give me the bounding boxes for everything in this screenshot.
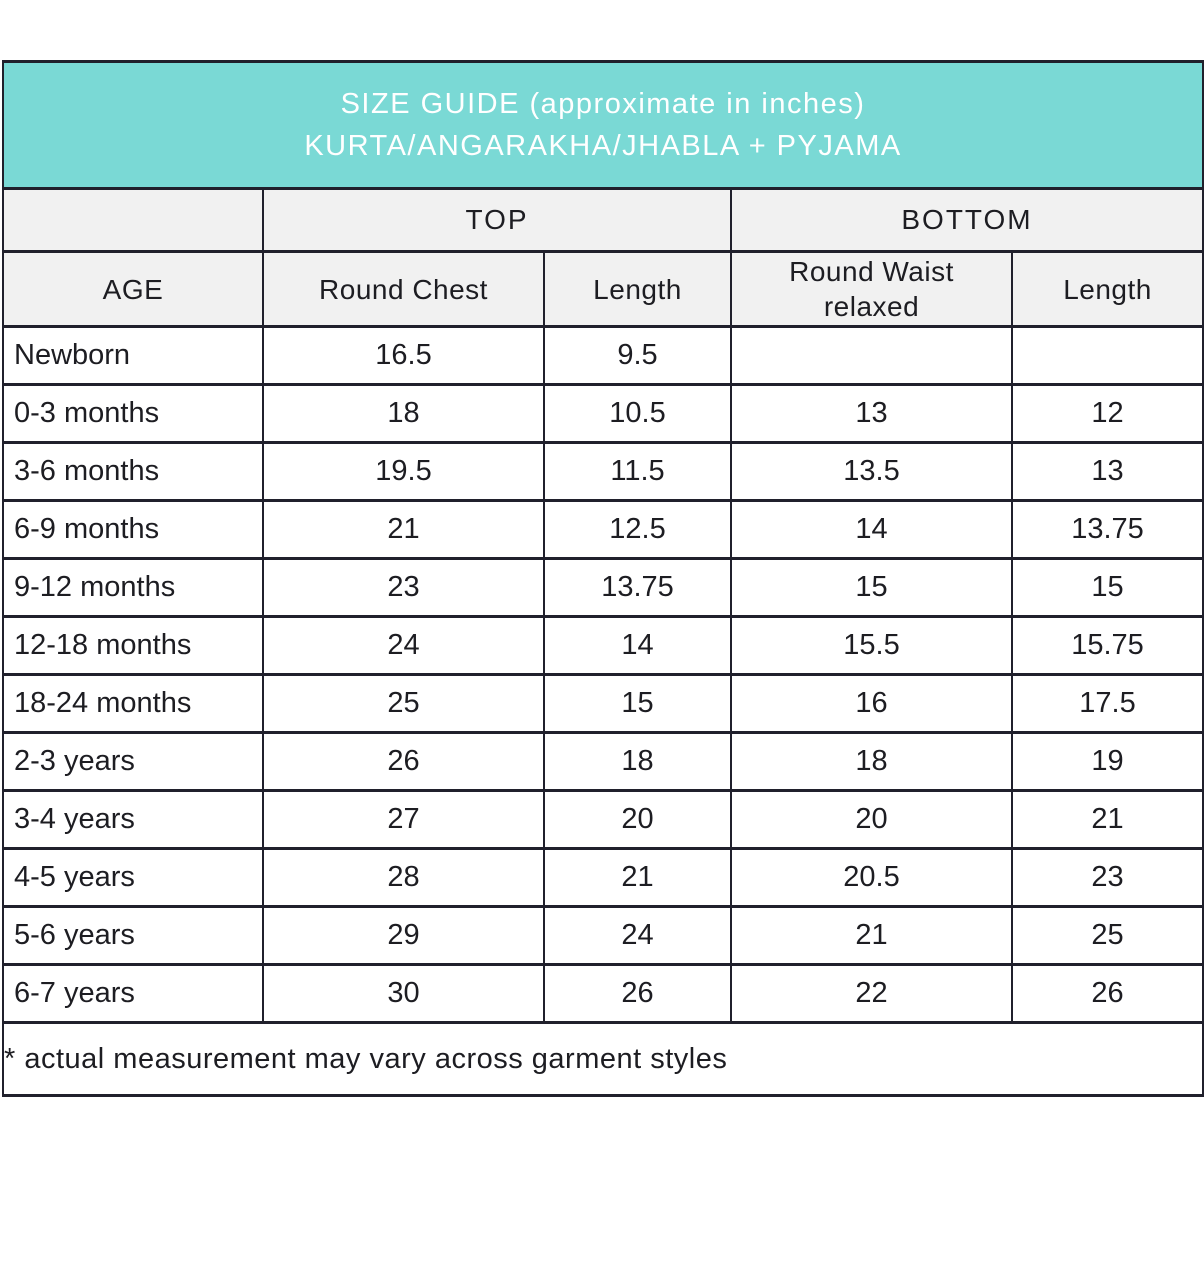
- top-length-cell: 18: [543, 731, 732, 792]
- bottom-length-cell: 23: [1010, 847, 1204, 908]
- bottom-length-cell: 15.75: [1010, 615, 1204, 676]
- table-row: Newborn 16.5 9.5: [2, 325, 1204, 386]
- top-length-cell: 20: [543, 789, 732, 850]
- bottom-length-cell: 26: [1010, 963, 1204, 1024]
- round-chest-cell: 28: [262, 847, 545, 908]
- column-group-row: TOP BOTTOM: [2, 187, 1204, 253]
- col-header-round-chest: Round Chest: [262, 250, 545, 328]
- top-length-cell: 12.5: [543, 499, 732, 560]
- round-chest-cell: 29: [262, 905, 545, 966]
- round-waist-cell: 21: [730, 905, 1013, 966]
- round-chest-cell: 30: [262, 963, 545, 1024]
- round-chest-cell: 24: [262, 615, 545, 676]
- footnote-row: * actual measurement may vary across gar…: [1, 1021, 1204, 1097]
- age-cell: 5-6 years: [2, 905, 264, 966]
- top-length-cell: 26: [543, 963, 732, 1024]
- age-cell: 12-18 months: [2, 615, 264, 676]
- top-length-cell: 11.5: [543, 441, 732, 502]
- bottom-length-cell: 13: [1010, 441, 1204, 502]
- table-title-line1: SIZE GUIDE (approximate in inches): [340, 87, 866, 120]
- table-row: 2-3 years 26 18 18 19: [2, 731, 1204, 792]
- table-row: 6-7 years 30 26 22 26: [2, 963, 1204, 1024]
- table-row: 3-6 months 19.5 11.5 13.5 13: [2, 441, 1204, 502]
- top-length-cell: 13.75: [543, 557, 732, 618]
- round-waist-cell: 20: [730, 789, 1013, 850]
- size-guide-table: SIZE GUIDE (approximate in inches) KURTA…: [1, 60, 1204, 1097]
- col-header-bottom-length: Length: [1010, 250, 1204, 328]
- age-cell: 18-24 months: [2, 673, 264, 734]
- round-chest-cell: 26: [262, 731, 545, 792]
- bottom-length-cell: 13.75: [1010, 499, 1204, 560]
- age-cell: 6-9 months: [2, 499, 264, 560]
- col-header-round-waist: Round Waist relaxed: [730, 250, 1013, 328]
- top-length-cell: 15: [543, 673, 732, 734]
- bottom-length-cell: 25: [1010, 905, 1204, 966]
- round-chest-cell: 23: [262, 557, 545, 618]
- bottom-length-cell: 17.5: [1010, 673, 1204, 734]
- table-row: 12-18 months 24 14 15.5 15.75: [2, 615, 1204, 676]
- round-chest-cell: 25: [262, 673, 545, 734]
- round-chest-cell: 27: [262, 789, 545, 850]
- top-length-cell: 10.5: [543, 383, 732, 444]
- table-row: 3-4 years 27 20 20 21: [2, 789, 1204, 850]
- top-length-cell: 9.5: [543, 325, 732, 386]
- round-waist-cell: 15: [730, 557, 1013, 618]
- title-row: SIZE GUIDE (approximate in inches) KURTA…: [1, 60, 1204, 190]
- table-row: 4-5 years 28 21 20.5 23: [2, 847, 1204, 908]
- round-chest-cell: 18: [262, 383, 545, 444]
- table-row: 6-9 months 21 12.5 14 13.75: [2, 499, 1204, 560]
- table-title-line2: KURTA/ANGARAKHA/JHABLA + PYJAMA: [304, 130, 902, 162]
- bottom-length-cell: 12: [1010, 383, 1204, 444]
- age-cell: 2-3 years: [2, 731, 264, 792]
- corner-cell: [2, 187, 264, 253]
- age-cell: 6-7 years: [2, 963, 264, 1024]
- age-cell: 4-5 years: [2, 847, 264, 908]
- round-waist-cell: 13.5: [730, 441, 1013, 502]
- table-row: 5-6 years 29 24 21 25: [2, 905, 1204, 966]
- round-waist-cell: 13: [730, 383, 1013, 444]
- column-group-bottom: BOTTOM: [729, 187, 1204, 253]
- footnote-text: * actual measurement may vary across gar…: [1, 1021, 1204, 1097]
- round-chest-cell: 19.5: [262, 441, 545, 502]
- age-cell: Newborn: [2, 325, 264, 386]
- column-group-top: TOP: [262, 187, 732, 253]
- age-cell: 9-12 months: [2, 557, 264, 618]
- round-waist-cell: [730, 325, 1013, 386]
- top-length-cell: 24: [543, 905, 732, 966]
- top-length-cell: 21: [543, 847, 732, 908]
- table-title: SIZE GUIDE (approximate in inches) KURTA…: [1, 60, 1204, 190]
- age-cell: 3-6 months: [2, 441, 264, 502]
- round-waist-cell: 16: [730, 673, 1013, 734]
- bottom-length-cell: 21: [1010, 789, 1204, 850]
- round-chest-cell: 16.5: [262, 325, 545, 386]
- round-waist-cell: 15.5: [730, 615, 1013, 676]
- bottom-length-cell: 19: [1010, 731, 1204, 792]
- top-length-cell: 14: [543, 615, 732, 676]
- table-row: 18-24 months 25 15 16 17.5: [2, 673, 1204, 734]
- round-waist-cell: 14: [730, 499, 1013, 560]
- bottom-length-cell: 15: [1010, 557, 1204, 618]
- round-waist-cell: 18: [730, 731, 1013, 792]
- age-cell: 0-3 months: [2, 383, 264, 444]
- col-header-age: AGE: [2, 250, 264, 328]
- age-cell: 3-4 years: [2, 789, 264, 850]
- round-waist-cell: 20.5: [730, 847, 1013, 908]
- bottom-length-cell: [1010, 325, 1204, 386]
- column-header-row: AGE Round Chest Length Round Waist relax…: [2, 250, 1204, 328]
- round-waist-cell: 22: [730, 963, 1013, 1024]
- round-chest-cell: 21: [262, 499, 545, 560]
- table-row: 0-3 months 18 10.5 13 12: [2, 383, 1204, 444]
- col-header-top-length: Length: [543, 250, 732, 328]
- table-row: 9-12 months 23 13.75 15 15: [2, 557, 1204, 618]
